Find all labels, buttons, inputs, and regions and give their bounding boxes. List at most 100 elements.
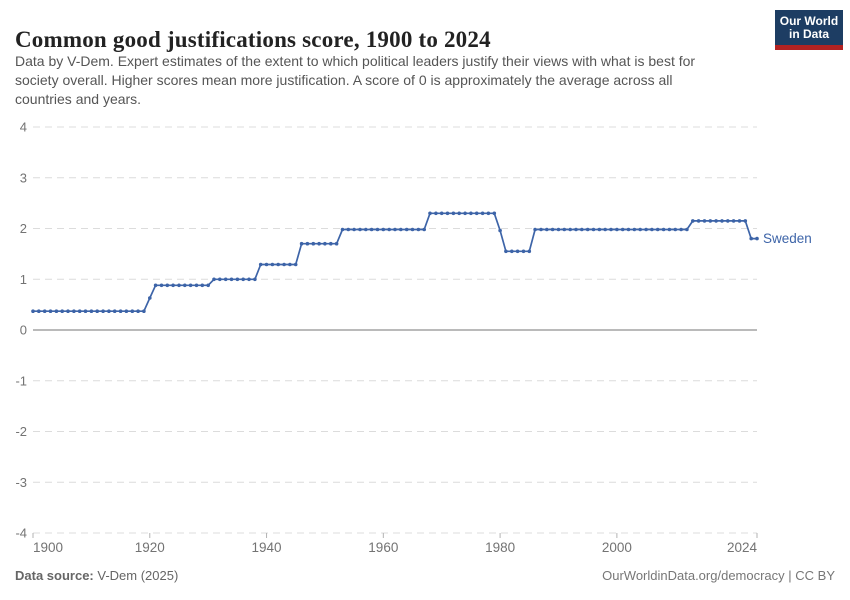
- data-point: [404, 227, 409, 232]
- data-point: [626, 227, 631, 232]
- data-point: [603, 227, 607, 232]
- subtitle-line: Data by V-Dem. Expert estimates of the e…: [15, 53, 696, 69]
- data-point: [83, 309, 88, 314]
- data-point: [148, 296, 152, 300]
- data-point: [743, 219, 748, 223]
- data-point: [457, 211, 462, 216]
- data-point: [661, 227, 666, 232]
- data-point: [107, 309, 111, 314]
- owid-logo[interactable]: Our World in Data: [775, 10, 843, 50]
- data-point: [632, 227, 637, 232]
- series-end-label[interactable]: Sweden: [763, 231, 812, 246]
- x-tick-label: 1980: [485, 540, 515, 555]
- data-point: [702, 219, 707, 223]
- data-point: [655, 227, 660, 232]
- data-point: [206, 283, 210, 288]
- data-point: [264, 262, 269, 267]
- data-point: [510, 249, 514, 254]
- data-point: [556, 227, 561, 232]
- data-point: [428, 211, 432, 216]
- data-point: [177, 283, 181, 288]
- y-tick-label: 1: [20, 272, 27, 287]
- data-point: [165, 283, 170, 288]
- data-point: [422, 227, 427, 232]
- data-point: [550, 227, 555, 232]
- data-point: [691, 219, 695, 223]
- data-point: [620, 227, 625, 232]
- x-tick-label: 1920: [135, 540, 165, 555]
- data-point: [153, 283, 158, 288]
- data-point: [183, 283, 187, 288]
- data-point: [492, 211, 497, 216]
- data-source-value: V-Dem (2025): [93, 568, 179, 583]
- data-point: [142, 309, 146, 314]
- data-point: [679, 227, 683, 232]
- data-point: [416, 227, 421, 232]
- x-tick-label: 1900: [33, 540, 63, 555]
- data-point: [731, 219, 736, 223]
- data-point: [749, 236, 753, 241]
- data-point: [223, 277, 228, 282]
- data-point: [229, 277, 234, 282]
- data-point: [171, 283, 175, 288]
- data-point: [539, 227, 543, 232]
- data-point: [533, 227, 537, 232]
- owid-logo-line1: Our World: [779, 13, 839, 28]
- data-source-label: Data source:: [15, 568, 94, 583]
- data-point: [235, 277, 240, 282]
- data-point: [136, 309, 140, 314]
- data-point: [311, 241, 316, 246]
- data-point: [568, 227, 572, 232]
- data-point: [445, 211, 450, 216]
- data-point: [469, 211, 473, 216]
- data-point: [346, 227, 351, 232]
- data-point: [72, 309, 76, 314]
- data-point: [323, 241, 327, 246]
- y-axis-labels: -4 -3 -2 -1 0 1 2 3 4: [15, 120, 27, 541]
- data-point: [480, 211, 485, 216]
- y-tick-label: 3: [20, 170, 27, 185]
- data-source: Data source: V-Dem (2025): [15, 568, 178, 583]
- data-point: [667, 227, 672, 232]
- data-point: [364, 227, 368, 232]
- data-point: [486, 211, 491, 216]
- data-point: [282, 262, 286, 267]
- data-point: [399, 227, 403, 232]
- data-point: [258, 262, 263, 267]
- data-point: [580, 227, 584, 232]
- data-point: [212, 277, 216, 282]
- data-point: [42, 309, 47, 314]
- data-point: [387, 227, 392, 232]
- data-point: [159, 283, 164, 288]
- x-tick-label: 1940: [252, 540, 282, 555]
- data-point: [410, 227, 415, 232]
- y-tick-label: 0: [20, 323, 27, 338]
- data-point: [644, 227, 648, 232]
- data-point: [474, 211, 479, 216]
- data-point: [393, 227, 397, 232]
- data-point: [37, 309, 41, 314]
- data-point: [66, 309, 70, 314]
- data-point: [60, 309, 64, 314]
- data-point: [317, 241, 321, 246]
- data-point: [708, 219, 713, 223]
- data-point: [381, 227, 386, 232]
- data-point: [515, 249, 520, 254]
- data-point: [358, 227, 362, 232]
- x-axis: 1900 1920 1940 1960 1980 2000 2024: [32, 533, 758, 555]
- data-point: [218, 277, 222, 282]
- credit-link[interactable]: OurWorldinData.org/democracy | CC BY: [602, 568, 835, 583]
- data-point: [270, 262, 275, 267]
- data-point: [247, 277, 251, 282]
- series-sweden: Sweden: [31, 211, 812, 314]
- data-point: [89, 309, 94, 314]
- data-point: [714, 219, 718, 223]
- data-point: [673, 227, 678, 232]
- data-point: [305, 241, 310, 246]
- chart-footer: Data source: V-Dem (2025) OurWorldinData…: [15, 568, 835, 583]
- data-point: [188, 283, 193, 288]
- y-tick-label: 4: [20, 120, 27, 135]
- data-point: [124, 309, 129, 314]
- chart-subtitle: Data by V-Dem. Expert estimates of the e…: [15, 52, 785, 109]
